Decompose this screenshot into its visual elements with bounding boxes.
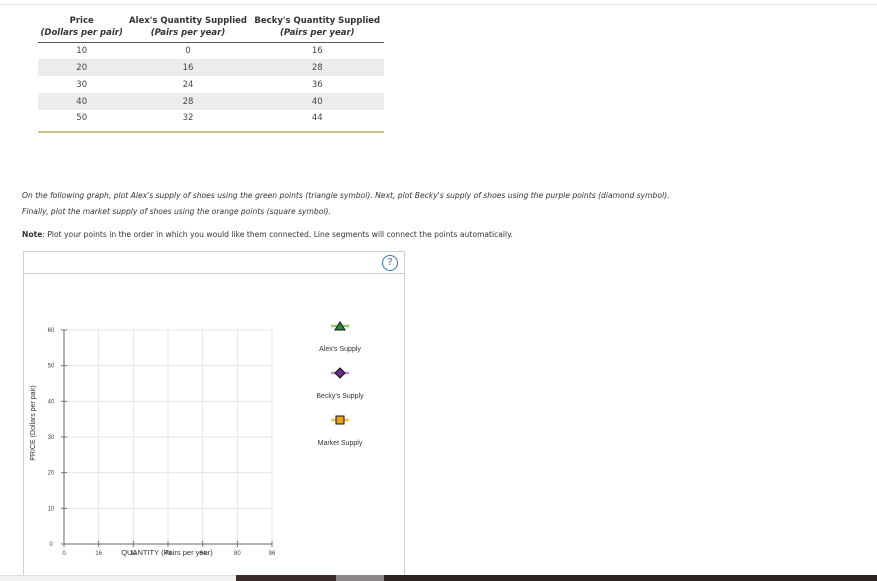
legend-label: Market Supply (318, 440, 363, 447)
note-paragraph: Note: Plot your points in the order in w… (22, 229, 722, 241)
top-divider (0, 0, 877, 5)
help-button[interactable]: ? (382, 255, 398, 271)
x-tick-label: 96 (269, 551, 276, 557)
cell-becky-qty: 28 (250, 59, 384, 76)
table-row: 50 32 44 (38, 110, 384, 133)
column-header-price: Price (69, 16, 94, 26)
y-tick-label: 0 (49, 542, 53, 548)
cell-becky-qty: 36 (311, 79, 323, 90)
supply-schedule-table: Price Alex's Quantity Supplied Becky's Q… (38, 14, 384, 133)
y-tick-label: 60 (48, 328, 55, 334)
x-tick-label: 48 (165, 551, 172, 557)
y-tick-label: 10 (48, 506, 55, 512)
y-tick-label: 30 (48, 435, 55, 441)
column-unit-alex: (Pairs per year) (125, 28, 251, 43)
bottom-taskbar-strip (0, 575, 877, 581)
legend-label: Alex's Supply (319, 346, 361, 353)
cell-becky-qty: 44 (250, 110, 384, 133)
cell-price: 40 (38, 93, 126, 110)
column-unit-price: (Dollars per pair) (38, 28, 126, 43)
y-axis-label: PRICE (Dollars per pair) (30, 385, 37, 460)
cell-alex-qty: 24 (182, 79, 194, 90)
x-tick-label: 16 (95, 551, 102, 557)
supply-graph[interactable]: 0 16 32 48 64 80 96 0 10 20 30 40 50 60 QUANTITY (Pai… (24, 274, 404, 580)
y-tick-label: 20 (48, 471, 55, 477)
note-text: : Plot your points in the order in which… (42, 230, 513, 239)
cell-price: 20 (38, 59, 126, 76)
graph-toolbar: ? (24, 252, 404, 274)
cell-becky-qty: 40 (250, 93, 384, 110)
cell-price: 50 (38, 110, 126, 133)
table-subheader-row: (Dollars per pair) (Pairs per year) (Pai… (38, 28, 384, 43)
column-unit-becky: (Pairs per year) (250, 28, 384, 43)
table-row: 30 24 36 (38, 76, 384, 93)
table-header-row: Price Alex's Quantity Supplied Becky's Q… (38, 14, 384, 28)
table-row: 10 0 16 (38, 42, 384, 59)
cell-alex-qty: 0 (185, 45, 191, 56)
column-header-alex: Alex's Quantity Supplied (128, 16, 247, 26)
graph-panel: ? 0 16 32 48 64 80 96 0 10 20 30 40 50 60 QUANTITY (P… (23, 251, 405, 581)
cell-alex-qty: 32 (125, 110, 251, 133)
x-axis-label: QUANTITY (Pairs per year) (121, 548, 213, 557)
x-tick-label: 80 (234, 551, 241, 557)
x-tick-label: 32 (130, 551, 137, 557)
cell-becky-qty: 16 (311, 45, 323, 56)
diamond-icon (334, 367, 346, 379)
y-tick-label: 50 (48, 364, 55, 370)
legend-item-diamond[interactable]: Becky's Supply (316, 367, 364, 400)
column-header-becky: Becky's Quantity Supplied (254, 16, 381, 26)
y-tick-label: 40 (48, 399, 55, 405)
legend-item-triangle[interactable]: Alex's Supply (319, 321, 361, 353)
x-tick-label: 0 (62, 551, 66, 557)
cell-price: 10 (76, 45, 88, 56)
graph-instructions: On the following graph, plot Alex's supp… (22, 191, 670, 216)
cell-alex-qty: 28 (125, 93, 251, 110)
table-row: 40 28 40 (38, 93, 384, 110)
legend-label: Becky's Supply (316, 393, 364, 400)
triangle-icon (334, 321, 346, 331)
square-icon (335, 415, 345, 425)
cell-price: 30 (76, 79, 88, 90)
cell-alex-qty: 16 (125, 59, 251, 76)
x-tick-label: 64 (199, 551, 206, 557)
note-label: Note (22, 230, 43, 239)
legend-item-square[interactable]: Market Supply (318, 415, 363, 447)
table-row: 20 16 28 (38, 59, 384, 76)
